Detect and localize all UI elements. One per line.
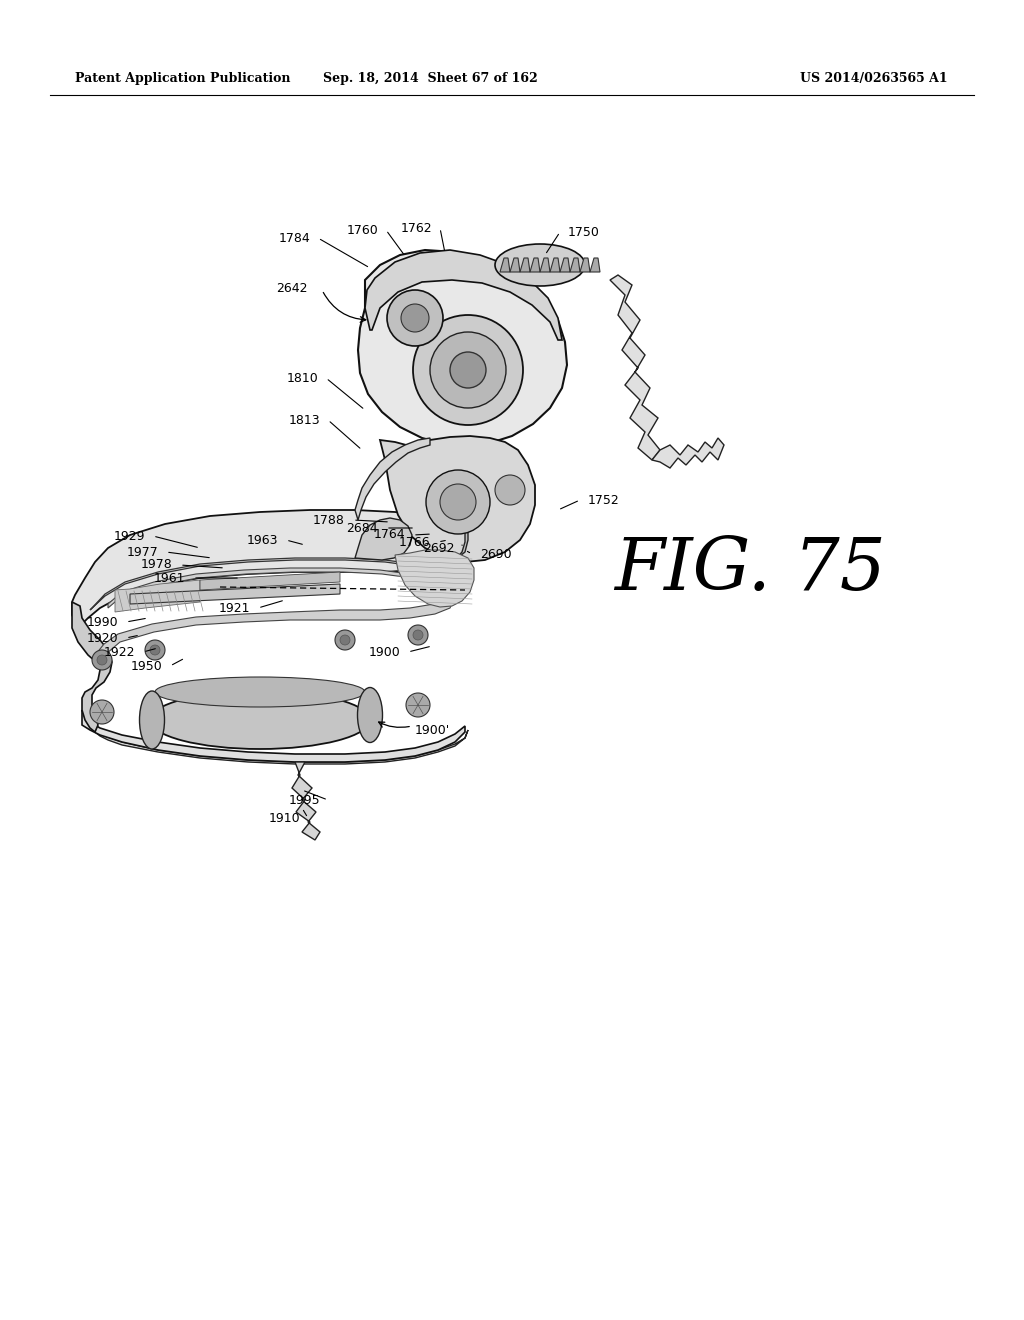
Text: 1990: 1990 bbox=[86, 615, 118, 628]
Polygon shape bbox=[455, 515, 468, 560]
Circle shape bbox=[440, 484, 476, 520]
Text: 1929: 1929 bbox=[114, 529, 145, 543]
Text: 1921: 1921 bbox=[218, 602, 250, 615]
Circle shape bbox=[97, 655, 106, 665]
Text: 1760: 1760 bbox=[346, 223, 378, 236]
Polygon shape bbox=[580, 257, 590, 272]
Circle shape bbox=[495, 475, 525, 506]
Text: 1922: 1922 bbox=[103, 645, 135, 659]
Circle shape bbox=[413, 630, 423, 640]
Polygon shape bbox=[72, 510, 468, 628]
Polygon shape bbox=[355, 517, 412, 560]
Circle shape bbox=[335, 630, 355, 649]
Circle shape bbox=[401, 304, 429, 333]
Text: US 2014/0263565 A1: US 2014/0263565 A1 bbox=[800, 73, 947, 84]
Polygon shape bbox=[540, 257, 550, 272]
Text: FIG. 75: FIG. 75 bbox=[614, 535, 886, 606]
Polygon shape bbox=[530, 257, 540, 272]
Text: 1961: 1961 bbox=[154, 572, 185, 585]
Text: 1752: 1752 bbox=[588, 494, 620, 507]
Text: 1920: 1920 bbox=[86, 631, 118, 644]
Polygon shape bbox=[365, 249, 562, 341]
Text: 1764: 1764 bbox=[374, 528, 406, 541]
Text: 1766: 1766 bbox=[398, 536, 430, 549]
Text: 1784: 1784 bbox=[279, 231, 310, 244]
Polygon shape bbox=[200, 572, 340, 590]
Polygon shape bbox=[115, 579, 200, 612]
Text: 1950: 1950 bbox=[130, 660, 162, 672]
Polygon shape bbox=[550, 257, 560, 272]
Polygon shape bbox=[395, 550, 474, 607]
Text: Sep. 18, 2014  Sheet 67 of 162: Sep. 18, 2014 Sheet 67 of 162 bbox=[323, 73, 538, 84]
Circle shape bbox=[450, 352, 486, 388]
Polygon shape bbox=[82, 710, 465, 762]
Polygon shape bbox=[500, 257, 510, 272]
Polygon shape bbox=[96, 568, 454, 663]
Text: 1910: 1910 bbox=[268, 812, 300, 825]
Text: 1900: 1900 bbox=[369, 645, 400, 659]
Polygon shape bbox=[82, 710, 468, 764]
Polygon shape bbox=[520, 257, 530, 272]
Polygon shape bbox=[570, 257, 580, 272]
Text: 1762: 1762 bbox=[400, 222, 432, 235]
Polygon shape bbox=[560, 257, 570, 272]
Circle shape bbox=[406, 693, 430, 717]
Text: 1978: 1978 bbox=[140, 558, 172, 572]
Text: 1900': 1900' bbox=[415, 723, 451, 737]
Ellipse shape bbox=[155, 677, 365, 708]
Text: 1813: 1813 bbox=[289, 413, 319, 426]
Text: 1788: 1788 bbox=[313, 513, 345, 527]
Polygon shape bbox=[358, 249, 567, 446]
Text: 1995: 1995 bbox=[289, 793, 319, 807]
Ellipse shape bbox=[139, 690, 165, 748]
Polygon shape bbox=[355, 438, 430, 520]
Ellipse shape bbox=[495, 244, 585, 286]
Polygon shape bbox=[590, 257, 600, 272]
Ellipse shape bbox=[150, 690, 370, 748]
Circle shape bbox=[413, 315, 523, 425]
Polygon shape bbox=[72, 602, 112, 733]
Polygon shape bbox=[292, 762, 319, 840]
Polygon shape bbox=[510, 257, 520, 272]
Text: 1963: 1963 bbox=[247, 533, 278, 546]
Text: 1750: 1750 bbox=[568, 226, 600, 239]
Text: Patent Application Publication: Patent Application Publication bbox=[75, 73, 291, 84]
Circle shape bbox=[92, 649, 112, 671]
Polygon shape bbox=[130, 583, 340, 605]
Text: 2690: 2690 bbox=[480, 548, 512, 561]
Text: 2684: 2684 bbox=[346, 521, 378, 535]
Polygon shape bbox=[90, 558, 458, 610]
Polygon shape bbox=[380, 436, 535, 562]
Circle shape bbox=[145, 640, 165, 660]
Circle shape bbox=[387, 290, 443, 346]
Text: 2692: 2692 bbox=[424, 541, 455, 554]
Circle shape bbox=[340, 635, 350, 645]
Polygon shape bbox=[652, 438, 724, 469]
Circle shape bbox=[150, 645, 160, 655]
Polygon shape bbox=[610, 275, 660, 459]
Circle shape bbox=[430, 333, 506, 408]
Circle shape bbox=[90, 700, 114, 723]
Ellipse shape bbox=[357, 688, 383, 742]
Text: 1977: 1977 bbox=[126, 545, 158, 558]
Text: 2642: 2642 bbox=[276, 281, 308, 294]
Text: 1810: 1810 bbox=[287, 371, 318, 384]
Circle shape bbox=[408, 624, 428, 645]
Circle shape bbox=[426, 470, 490, 535]
